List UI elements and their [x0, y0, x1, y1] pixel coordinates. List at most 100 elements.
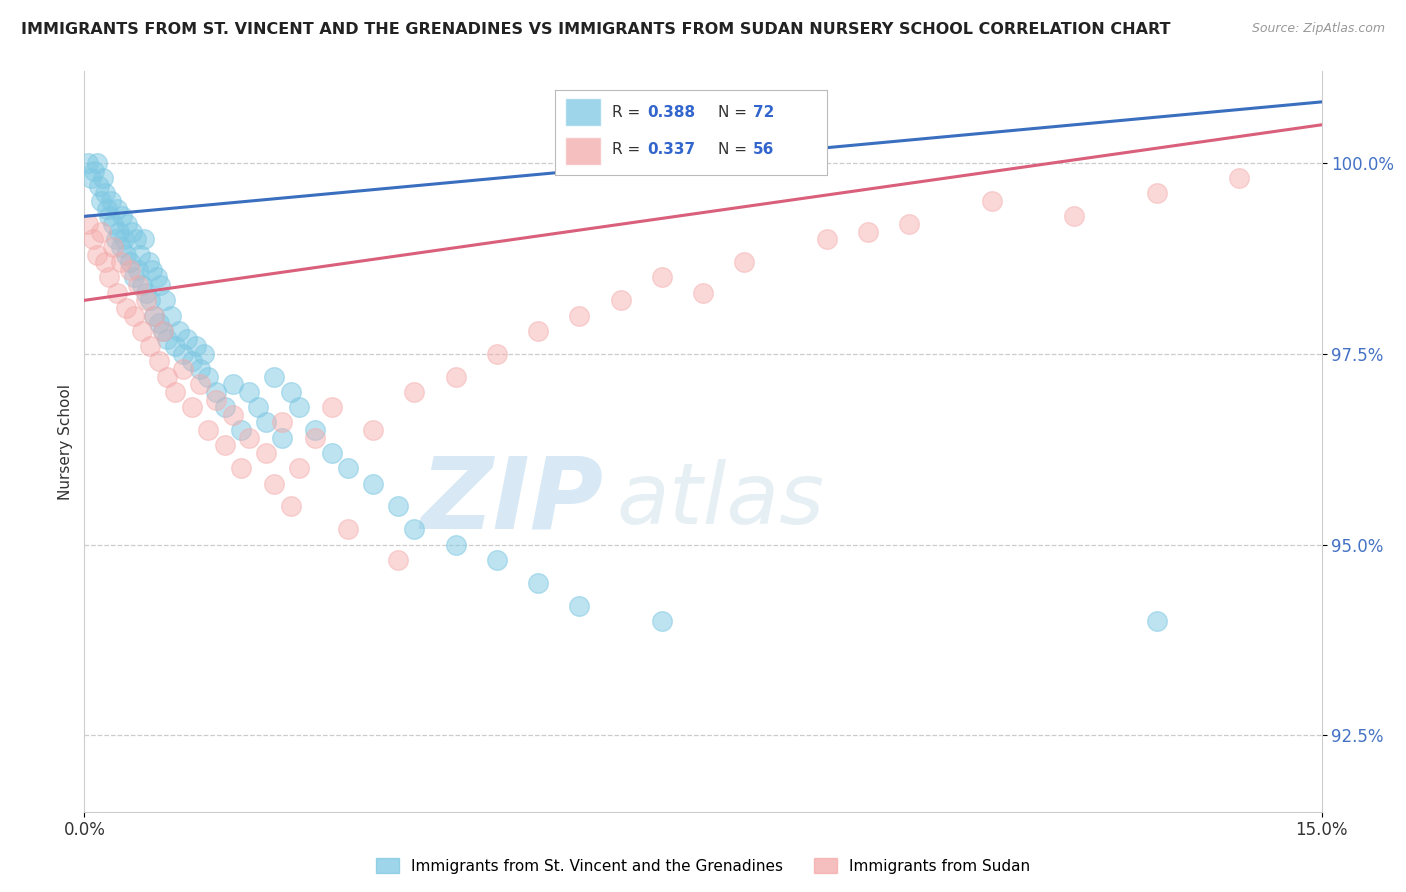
Point: [188, 362, 211, 376]
Point: [1146, 186, 1168, 201]
Point: [197, 423, 219, 437]
Point: [321, 400, 343, 414]
Point: [103, 217, 125, 231]
Point: [568, 309, 591, 323]
Point: [229, 423, 252, 437]
Point: [91, 171, 114, 186]
Point: [118, 255, 141, 269]
Point: [143, 309, 166, 323]
Point: [156, 369, 179, 384]
Point: [117, 217, 139, 231]
Point: [229, 461, 252, 475]
Point: [132, 232, 155, 246]
Point: [337, 522, 360, 536]
Point: [77, 217, 100, 231]
Point: [160, 309, 183, 323]
Point: [118, 262, 141, 277]
Point: [568, 599, 591, 613]
Point: [238, 384, 260, 399]
Text: ZIP: ZIP: [420, 452, 605, 549]
Point: [246, 400, 269, 414]
Point: [1146, 614, 1168, 628]
Point: [122, 309, 145, 323]
Text: Source: ZipAtlas.com: Source: ZipAtlas.com: [1251, 22, 1385, 36]
Point: [205, 384, 228, 399]
Point: [148, 316, 170, 330]
Point: [609, 293, 631, 308]
Point: [112, 232, 135, 246]
Point: [180, 400, 202, 414]
Point: [172, 362, 194, 376]
Point: [280, 500, 302, 514]
Point: [288, 461, 311, 475]
Point: [692, 285, 714, 300]
Point: [129, 247, 152, 261]
Point: [444, 369, 467, 384]
Point: [205, 392, 228, 407]
Point: [105, 202, 128, 216]
Point: [222, 377, 245, 392]
Point: [127, 278, 149, 293]
Point: [114, 301, 136, 315]
Point: [86, 247, 108, 261]
Point: [94, 255, 117, 269]
Legend: Immigrants from St. Vincent and the Grenadines, Immigrants from Sudan: Immigrants from St. Vincent and the Gren…: [370, 852, 1036, 880]
Point: [222, 408, 245, 422]
Point: [139, 293, 162, 308]
Point: [156, 331, 179, 345]
Point: [527, 324, 550, 338]
Point: [152, 324, 174, 338]
Point: [153, 293, 176, 308]
Point: [404, 522, 426, 536]
Point: [238, 431, 260, 445]
Point: [361, 423, 384, 437]
Point: [146, 270, 169, 285]
Point: [304, 431, 326, 445]
Point: [124, 232, 146, 246]
Point: [98, 210, 121, 224]
Point: [184, 339, 207, 353]
Point: [1063, 210, 1085, 224]
Point: [263, 476, 285, 491]
Point: [135, 285, 157, 300]
Point: [141, 262, 163, 277]
Point: [105, 285, 128, 300]
Point: [176, 331, 198, 345]
Point: [165, 339, 187, 353]
Text: atlas: atlas: [616, 459, 824, 542]
Point: [980, 194, 1002, 208]
Point: [135, 293, 157, 308]
Point: [214, 400, 236, 414]
Point: [82, 232, 104, 246]
Point: [304, 423, 326, 437]
Text: IMMIGRANTS FROM ST. VINCENT AND THE GRENADINES VS IMMIGRANTS FROM SUDAN NURSERY : IMMIGRANTS FROM ST. VINCENT AND THE GREN…: [21, 22, 1171, 37]
Point: [733, 255, 755, 269]
Point: [254, 446, 277, 460]
Point: [651, 270, 673, 285]
Point: [1227, 171, 1250, 186]
Point: [815, 232, 838, 246]
Point: [254, 416, 277, 430]
Point: [90, 225, 112, 239]
Point: [651, 614, 673, 628]
Point: [856, 225, 879, 239]
Point: [104, 232, 127, 246]
Point: [114, 247, 136, 261]
Point: [271, 416, 294, 430]
Point: [280, 384, 302, 399]
Point: [77, 156, 100, 170]
Point: [149, 278, 172, 293]
Point: [111, 210, 134, 224]
Point: [193, 347, 215, 361]
Point: [898, 217, 921, 231]
Point: [80, 171, 103, 186]
Point: [361, 476, 384, 491]
Point: [167, 324, 190, 338]
Point: [96, 202, 118, 216]
Point: [387, 553, 409, 567]
Point: [485, 553, 508, 567]
Point: [288, 400, 311, 414]
Point: [98, 270, 121, 285]
Point: [485, 347, 508, 361]
Point: [527, 575, 550, 590]
